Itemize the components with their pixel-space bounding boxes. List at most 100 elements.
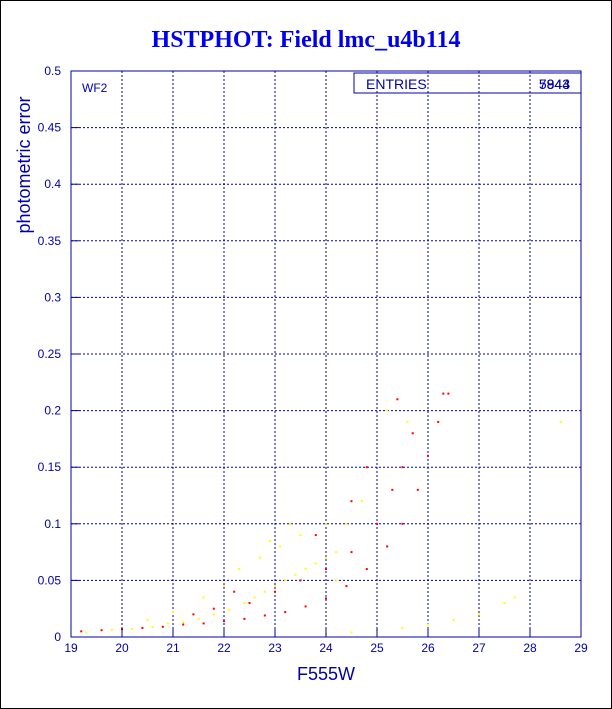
data-point-series-1 (233, 590, 236, 593)
data-point-series-0 (345, 522, 348, 525)
data-point-series-0 (360, 500, 363, 503)
data-point-series-1 (80, 630, 83, 633)
data-point-series-0 (304, 568, 307, 571)
data-point-series-0 (335, 551, 338, 554)
stats-label: ENTRIES (366, 76, 427, 92)
data-point-series-1 (411, 432, 414, 435)
data-point-series-0 (243, 602, 246, 605)
x-tick-label: 22 (217, 641, 231, 655)
data-point-series-1 (299, 579, 302, 582)
y-tick-label: 0.2 (44, 404, 61, 418)
data-point-series-1 (365, 568, 368, 571)
data-point-series-0 (110, 629, 113, 632)
x-tick-label: 29 (574, 641, 588, 655)
y-tick-label: 0.4 (44, 177, 61, 191)
y-tick-label: 0.45 (38, 121, 62, 135)
x-tick-label: 21 (166, 641, 180, 655)
data-point-series-1 (386, 545, 389, 548)
data-point-series-0 (263, 590, 266, 593)
data-point-series-0 (85, 631, 88, 634)
data-point-series-1 (304, 605, 307, 608)
data-point-series-0 (350, 631, 353, 634)
data-point-series-0 (478, 613, 480, 616)
data-point-series-0 (325, 522, 327, 525)
grid-lines (71, 71, 581, 637)
data-point-series-0 (294, 573, 297, 576)
x-axis-label: F555W (297, 664, 355, 684)
y-tick-label: 0.15 (38, 460, 62, 474)
data-point-series-0 (268, 539, 271, 542)
data-point-series-1 (325, 568, 327, 571)
y-ticks: 0 0.05 0.1 0.15 0.2 0.25 0.3 0.35 0.4 0.45 0.5 (38, 64, 79, 644)
data-point-series-0 (151, 625, 154, 628)
data-point-series-1 (376, 522, 378, 525)
data-point-series-1 (141, 626, 144, 629)
y-tick-label: 0.25 (38, 347, 62, 361)
data-point-series-1 (447, 392, 450, 395)
data-point-series-0 (172, 611, 174, 614)
data-point-series-1 (437, 420, 440, 423)
data-point-series-0 (503, 602, 506, 605)
panel-label: WF2 (82, 81, 108, 95)
data-point-series-0 (253, 596, 256, 599)
data-point-series-0 (258, 556, 261, 559)
data-point-series-0 (166, 622, 169, 625)
data-point-series-0 (513, 596, 516, 599)
data-point-series-0 (274, 585, 276, 588)
data-point-series-0 (238, 568, 241, 571)
y-tick-label: 0.1 (44, 517, 61, 531)
data-point-series-1 (274, 590, 276, 593)
data-point-series-1 (248, 602, 251, 605)
data-point-series-1 (391, 488, 394, 491)
y-tick-label: 0.35 (38, 234, 62, 248)
x-tick-label: 27 (472, 641, 486, 655)
data-point-series-0 (401, 626, 404, 629)
data-point-series-0 (182, 621, 185, 624)
data-point-series-1 (427, 454, 429, 457)
data-point-series-1 (182, 623, 185, 626)
data-point-series-1 (212, 607, 215, 610)
x-tick-label: 19 (64, 641, 78, 655)
data-point-series-0 (197, 617, 200, 620)
data-point-series-0 (289, 522, 292, 525)
data-point-series-0 (299, 534, 302, 537)
x-tick-label: 25 (370, 641, 384, 655)
data-point-series-0 (202, 596, 205, 599)
data-point-series-0 (228, 608, 231, 611)
data-point-series-1 (416, 488, 419, 491)
chart-title: HSTPHOT: Field lmc_u4b114 (152, 27, 461, 53)
y-axis-label: photometric error (14, 96, 34, 233)
data-points (80, 392, 562, 635)
data-point-series-0 (314, 562, 317, 565)
data-point-series-0 (284, 579, 287, 582)
y-tick-label: 0.05 (38, 573, 62, 587)
data-point-series-0 (146, 619, 149, 622)
data-point-series-0 (452, 619, 455, 622)
x-tick-label: 23 (268, 641, 282, 655)
x-tick-label: 26 (421, 641, 435, 655)
data-point-series-0 (325, 556, 327, 559)
data-point-series-1 (401, 522, 404, 525)
x-tick-label: 24 (319, 641, 333, 655)
data-point-series-1 (100, 629, 103, 632)
data-point-series-1 (350, 500, 353, 503)
data-point-series-1 (243, 617, 246, 620)
y-tick-label: 0.3 (44, 290, 61, 304)
data-point-series-0 (212, 613, 215, 616)
data-point-series-1 (345, 585, 348, 588)
data-point-series-1 (192, 613, 195, 616)
x-ticks: 19 20 21 22 23 24 25 26 27 28 29 (64, 629, 588, 655)
data-point-series-1 (161, 625, 164, 628)
data-point-series-0 (406, 420, 409, 423)
y-tick-label: 0 (54, 630, 61, 644)
stats-entries-a: 7844 (539, 76, 570, 92)
data-point-series-1 (350, 551, 353, 554)
y-tick-label: 0.5 (44, 64, 61, 78)
data-point-series-0 (427, 623, 429, 626)
data-point-series-1 (223, 620, 225, 623)
data-point-series-1 (396, 398, 399, 401)
data-point-series-0 (335, 579, 338, 582)
stats-entries-b: 5943 (539, 76, 570, 92)
data-point-series-1 (314, 534, 317, 537)
